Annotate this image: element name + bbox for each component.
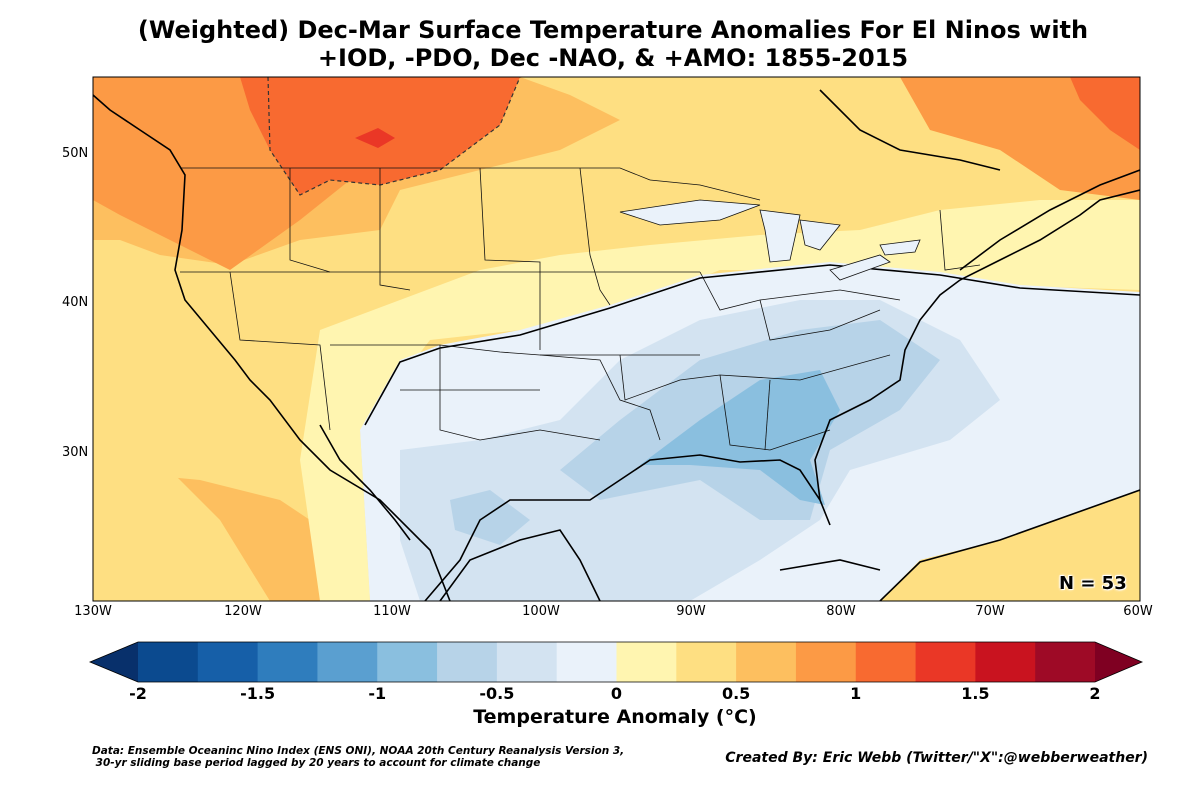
- political-borders: [180, 167, 981, 451]
- lon-label-80w: 80W: [826, 604, 856, 619]
- map-title-line-2: +IOD, -PDO, Dec -NAO, & +AMO: 1855-2015: [317, 44, 909, 72]
- map-plot-area: [93, 77, 1140, 601]
- anomaly-fill-light-yellow: [93, 300, 270, 601]
- colorbar-outline: [88, 641, 1144, 683]
- lat-label-40n: 40N: [62, 295, 89, 310]
- colorbar-bin: [736, 642, 797, 682]
- colorbar-bin: [257, 642, 318, 682]
- colorbar-bin: [676, 642, 737, 682]
- colorbar-extend-low: [90, 642, 138, 682]
- author-credit: Created By: Eric Webb (Twitter/"X":@webb…: [725, 750, 1148, 766]
- colorbar-tick-label: -0.5: [479, 684, 515, 703]
- colorbar-tick-label: 1: [850, 684, 862, 703]
- data-source-line-1: Data: Ensemble Oceaninc Nino Index (ENS …: [92, 745, 625, 757]
- anomaly-fill-red-orange-northeast: [1070, 77, 1140, 150]
- anomaly-fill-cool-mid: [450, 490, 530, 545]
- colorbar-bin: [855, 642, 917, 682]
- zero-contour-line-south: [879, 489, 1140, 601]
- anomaly-fill-cool-deep: [640, 370, 840, 505]
- colorbar-tick-label: 1.5: [961, 684, 990, 703]
- lon-label-70w: 70W: [975, 604, 1005, 619]
- lat-label-50n: 50N: [62, 146, 89, 161]
- colorbar: [88, 641, 1144, 683]
- coastlines: [93, 89, 1140, 601]
- colorbar-tick-label: -1.5: [240, 684, 276, 703]
- colorbar-bin: [795, 642, 857, 682]
- lat-label-30n: 30N: [62, 445, 89, 460]
- colorbar-tick-label: 0: [610, 684, 623, 703]
- colorbar-bin: [377, 642, 438, 682]
- sample-size-label: N = 53: [1059, 573, 1127, 594]
- colorbar-bin: [616, 642, 677, 682]
- colorbar-bin: [1035, 642, 1096, 682]
- anomaly-fill-pale-yellow-central: [300, 200, 1140, 601]
- great-lakes: [619, 199, 921, 281]
- colorbar-bin: [138, 642, 199, 682]
- lon-label-90w: 90W: [676, 604, 706, 619]
- colorbar-label: Temperature Anomaly (°C): [473, 706, 757, 728]
- colorbar-tick-label: 2: [1089, 684, 1101, 703]
- lon-label-130w: 130W: [74, 604, 112, 619]
- colorbar-bin: [915, 642, 976, 682]
- colorbar-tick-label: -1: [368, 684, 387, 703]
- data-source-note: Data: Ensemble Oceaninc Nino Index (ENS …: [92, 745, 624, 769]
- zero-contour-line: [364, 264, 1140, 426]
- colorbar-tick-label: -2: [129, 684, 147, 703]
- data-source-line-2: 30-yr sliding base period lagged by 20 y…: [92, 757, 541, 769]
- lon-label-120w: 120W: [224, 604, 262, 619]
- colorbar-bin: [975, 642, 1036, 682]
- lon-label-100w: 100W: [522, 604, 560, 619]
- map-title: (Weighted) Dec-Mar Surface Temperature A…: [0, 16, 1200, 72]
- colorbar-bin: [317, 642, 378, 682]
- lon-label-60w: 60W: [1123, 604, 1153, 619]
- anomaly-fill-red-core: [355, 128, 395, 148]
- colorbar-tick-label: 0.5: [721, 684, 751, 703]
- colorbar-bin: [197, 642, 259, 682]
- colorbar-extend-high: [1095, 642, 1142, 682]
- one-degree-dashed-contour: [267, 77, 521, 196]
- colorbar-bin: [556, 642, 617, 682]
- colorbar-bin: [437, 642, 498, 682]
- map-frame: [92, 76, 1141, 602]
- anomaly-fill-orange-northeast: [900, 77, 1140, 200]
- map-title-line-1: (Weighted) Dec-Mar Surface Temperature A…: [137, 16, 1089, 44]
- colorbar-bin: [496, 642, 558, 682]
- lon-label-110w: 110W: [373, 604, 411, 619]
